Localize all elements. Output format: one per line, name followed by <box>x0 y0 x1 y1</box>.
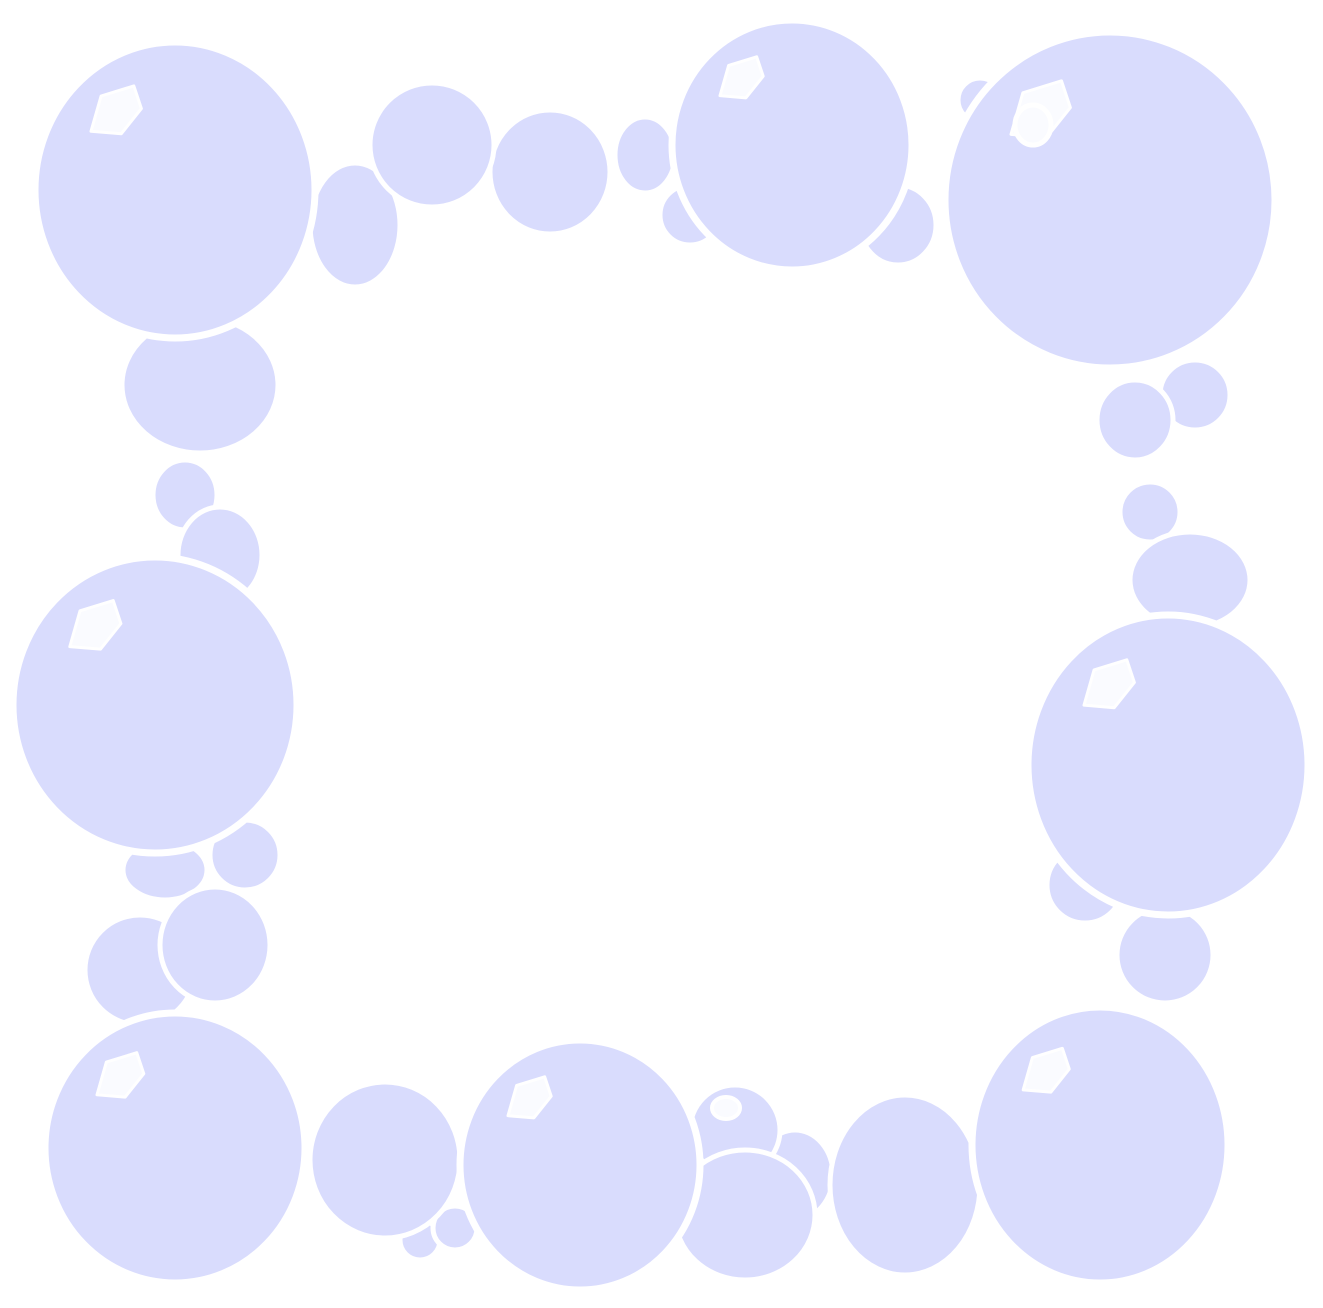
small-bubble <box>307 1079 463 1241</box>
large-bubble <box>1024 611 1312 919</box>
bubble-icon <box>307 1079 463 1241</box>
bubble-icon <box>941 28 1279 372</box>
bubble-icon <box>487 107 613 237</box>
bubble-icon <box>968 1003 1232 1287</box>
bubble-icon <box>668 16 916 274</box>
bubble-highlight <box>68 599 123 651</box>
bubble-icon <box>9 553 301 857</box>
bubble-highlight <box>1021 1046 1071 1094</box>
bubble-icon <box>1114 904 1216 1006</box>
bubble-highlight <box>718 55 765 100</box>
large-bubble <box>968 1003 1232 1287</box>
bubble-icon <box>31 38 319 342</box>
bubble-icon <box>1024 611 1312 919</box>
bubble-icon <box>367 80 497 210</box>
small-bubble <box>367 80 497 210</box>
small-bubble <box>612 114 678 196</box>
bubble-icon <box>41 1009 309 1287</box>
bubble-icon <box>157 884 273 1006</box>
bubble-icon <box>827 1092 983 1278</box>
small-bubble <box>1094 377 1176 463</box>
small-bubble <box>1114 904 1216 1006</box>
bubble-icon <box>456 1036 704 1294</box>
large-bubble <box>941 28 1279 372</box>
bubble-highlight <box>1082 658 1136 710</box>
ring-bubble-icon <box>1012 102 1054 148</box>
large-bubble <box>668 16 916 274</box>
large-bubble <box>31 38 319 342</box>
bubble-highlight <box>506 1075 553 1120</box>
large-bubble <box>9 553 301 857</box>
bubble-icon <box>1094 377 1176 463</box>
large-bubble <box>456 1036 704 1294</box>
small-bubble <box>487 107 613 237</box>
ring-bubble-icon <box>710 1095 742 1121</box>
bubble-highlight <box>89 84 143 136</box>
small-bubble <box>827 1092 983 1278</box>
large-bubble <box>41 1009 309 1287</box>
bubble-icon <box>612 114 678 196</box>
bubble-highlight <box>95 1051 146 1099</box>
small-bubble <box>157 884 273 1006</box>
